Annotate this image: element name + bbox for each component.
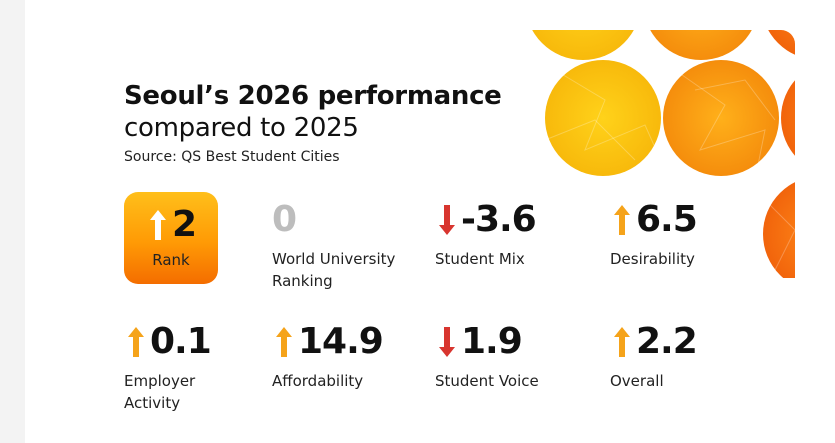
stat-label: Employer Activity [124, 370, 211, 414]
arrow-down-icon [435, 324, 459, 360]
label-line-1: Employer [124, 372, 196, 390]
student-mix-value: -3.6 [461, 199, 537, 240]
title-line-2: compared to 2025 [124, 113, 359, 143]
stat-value: 6.5 [610, 199, 698, 240]
stat-value: 1.9 [435, 322, 539, 362]
stat-affordability: 14.9 Affordability [272, 321, 384, 392]
circle-pattern-graphic [532, 30, 795, 278]
stat-label: Affordability [272, 372, 364, 390]
stat-label: Rank [152, 251, 190, 269]
stat-value: -3.6 [435, 199, 537, 240]
arrow-up-icon [272, 324, 296, 360]
performance-card: Seoul’s 2026 performance compared to 202… [25, 0, 835, 443]
affordability-value: 14.9 [298, 321, 384, 362]
stat-rank: 2 Rank [124, 192, 218, 284]
label-line-1: World University [272, 250, 396, 268]
stat-label: Overall [610, 372, 664, 390]
stat-desirability: 6.5 Desirability [610, 199, 698, 270]
stat-label: Desirability [610, 250, 695, 268]
arrow-up-icon [610, 324, 634, 360]
world-ranking-value: 0 [272, 199, 297, 240]
overall-value: 2.2 [636, 321, 698, 362]
stat-label: Student Mix [435, 250, 525, 268]
employer-activity-value: 0.1 [150, 321, 212, 362]
stat-value: 2.2 [610, 321, 698, 362]
stat-employer-activity: 0.1 Employer Activity [124, 321, 212, 414]
stat-value: 2 [146, 204, 197, 245]
label-line-2: Ranking [272, 272, 333, 290]
arrow-up-icon [146, 207, 170, 243]
title-line-1: Seoul’s 2026 performance [124, 81, 502, 111]
stat-value: 0 [272, 200, 395, 240]
stat-student-mix: -3.6 Student Mix [435, 199, 537, 270]
stat-overall: 2.2 Overall [610, 321, 698, 392]
stat-value: 14.9 [272, 321, 384, 362]
arrow-up-icon [610, 202, 634, 238]
source-note: Source: QS Best Student Cities [124, 149, 340, 165]
arrow-down-icon [435, 202, 459, 238]
stat-value: 0.1 [124, 321, 212, 362]
decorative-circle-pattern [525, 30, 795, 278]
stat-label: World University Ranking [272, 248, 395, 292]
label-line-2: Activity [124, 394, 181, 412]
desirability-value: 6.5 [636, 199, 698, 240]
page-title: Seoul’s 2026 performance compared to 202… [124, 80, 502, 144]
rank-value: 2 [171, 204, 197, 245]
stat-label: Student Voice [435, 372, 539, 390]
arrow-up-icon [124, 324, 148, 360]
stat-world-university-ranking: 0 World University Ranking [272, 200, 395, 292]
student-voice-value: 1.9 [461, 321, 523, 362]
stat-student-voice: 1.9 Student Voice [435, 322, 539, 392]
